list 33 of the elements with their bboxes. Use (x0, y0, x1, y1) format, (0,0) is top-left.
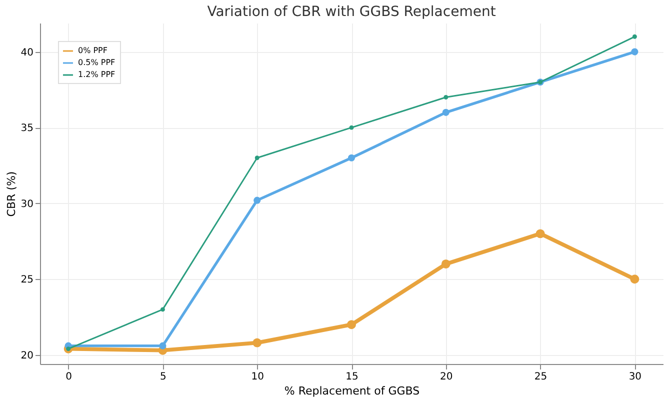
x-axis-title: % Replacement of GGBS (284, 384, 420, 398)
legend-label: 1.2% PPF (78, 70, 116, 79)
chart-title: Variation of CBR with GGBS Replacement (207, 4, 496, 20)
x-tick-label: 20 (440, 372, 453, 382)
point (254, 196, 261, 204)
x-tick-label: 30 (628, 372, 642, 382)
y-tick-label: 35 (20, 123, 34, 134)
point (442, 108, 450, 116)
point (159, 342, 166, 350)
point (630, 274, 640, 284)
point (349, 125, 354, 130)
x-tick-label: 25 (534, 372, 548, 382)
point (536, 229, 545, 238)
point (632, 34, 637, 39)
point (444, 95, 448, 100)
point (348, 154, 356, 162)
x-tick-label: 10 (251, 372, 264, 382)
point (347, 320, 356, 330)
point (160, 307, 165, 312)
y-tick-label: 30 (20, 198, 34, 210)
y-tick-label: 25 (20, 274, 34, 286)
x-tick-label: 5 (160, 372, 166, 382)
point (254, 156, 260, 160)
point (441, 260, 450, 268)
y-axis-title: CBR (%) (4, 171, 18, 217)
legend-label: 0.5% PPF (78, 58, 116, 67)
y-tick-label: 40 (20, 47, 34, 58)
legend-label: 0% PPF (78, 46, 108, 55)
point (252, 338, 262, 348)
point (631, 48, 638, 56)
x-tick-label: 0 (66, 372, 72, 382)
y-tick-label: 20 (20, 350, 34, 362)
x-tick-label: 15 (346, 372, 358, 382)
